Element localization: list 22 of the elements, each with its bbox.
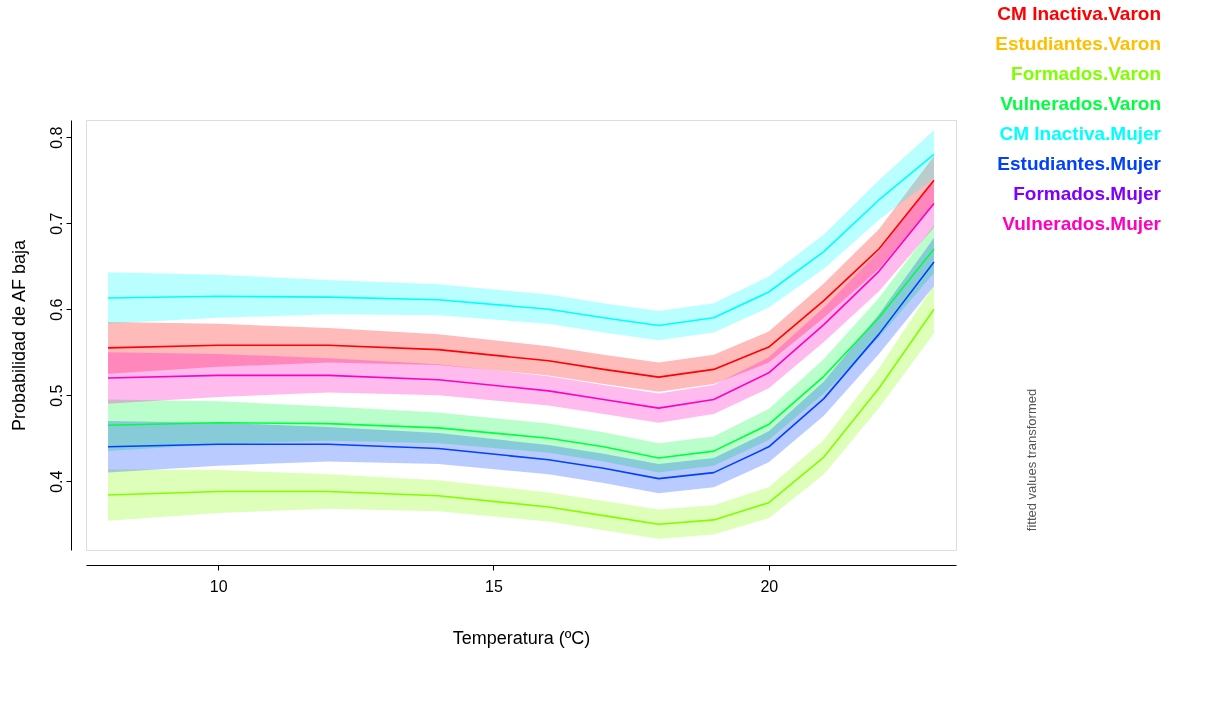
text: Vulnerados.Varon — [1000, 93, 1161, 114]
x-tick-label: 10 — [209, 577, 228, 595]
text: Vulnerados.Mujer — [1002, 213, 1162, 234]
text: CM Inactiva.Varon — [997, 3, 1161, 24]
x-axis-title: Temperatura (ºC) — [452, 627, 591, 648]
line-series — [107, 153, 935, 327]
text: fitted values transformed — [1024, 388, 1039, 532]
text: Estudiantes.Mujer — [997, 153, 1162, 174]
x-tick-label: 15 — [485, 577, 503, 595]
text: CM Inactiva.Mujer — [999, 123, 1162, 144]
line-series — [107, 202, 935, 409]
line-series — [107, 179, 935, 378]
text: Formados.Varon — [1011, 63, 1161, 84]
legend-label: Estudiantes.Varon — [995, 33, 1161, 54]
y-tick-label: 0.8 — [47, 126, 65, 149]
y-axis-title: Probabilidad de AF baja — [8, 238, 29, 432]
y-tick-label: 0.5 — [47, 384, 65, 407]
y-tick-label: 0.4 — [47, 470, 65, 493]
y-tick-label: 0.6 — [47, 298, 65, 321]
legend-label: Formados.Mujer — [1013, 183, 1162, 204]
y-tick-label: 0.7 — [47, 212, 65, 235]
x-tick-label: 20 — [760, 577, 779, 595]
